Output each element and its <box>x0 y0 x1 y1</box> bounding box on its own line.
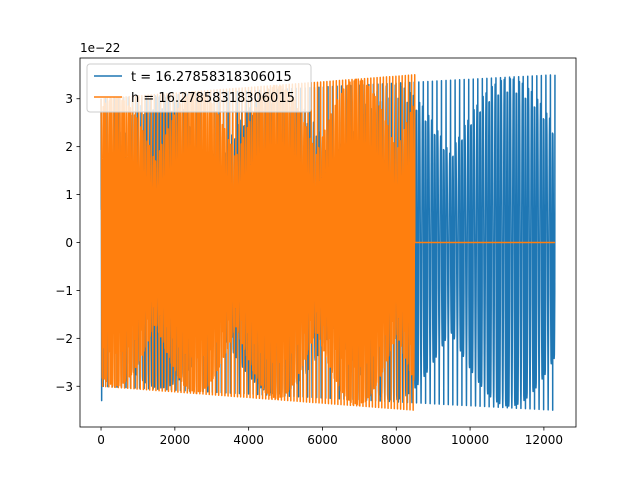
y-tick-label: 2 <box>65 140 73 154</box>
x-tick-label: 2000 <box>160 433 191 447</box>
legend-box <box>86 63 312 113</box>
x-axis: 0 2000 4000 6000 8000 10000 12000 <box>97 427 563 447</box>
x-tick-label: 8000 <box>381 433 412 447</box>
legend-label: t = 16.27858318306015 <box>131 70 292 85</box>
plot-area <box>100 74 556 411</box>
y-tick-label: −1 <box>55 284 73 298</box>
x-tick-label: 10000 <box>451 433 489 447</box>
y-offset-label: 1e−22 <box>80 41 120 55</box>
y-tick-label: −3 <box>55 380 73 394</box>
x-tick-label: 6000 <box>307 433 338 447</box>
x-tick-label: 4000 <box>233 433 264 447</box>
legend-label: h = 16.27858318306015 <box>131 91 295 106</box>
y-axis: −3 −2 −1 0 1 2 3 <box>55 92 80 394</box>
y-tick-label: −2 <box>55 332 73 346</box>
y-tick-label: 3 <box>65 92 73 106</box>
y-tick-label: 1 <box>65 188 73 202</box>
x-tick-label: 12000 <box>525 433 563 447</box>
x-tick-label: 0 <box>97 433 105 447</box>
y-tick-label: 0 <box>65 236 73 250</box>
legend: t = 16.27858318306015 h = 16.278583183060… <box>86 63 312 113</box>
